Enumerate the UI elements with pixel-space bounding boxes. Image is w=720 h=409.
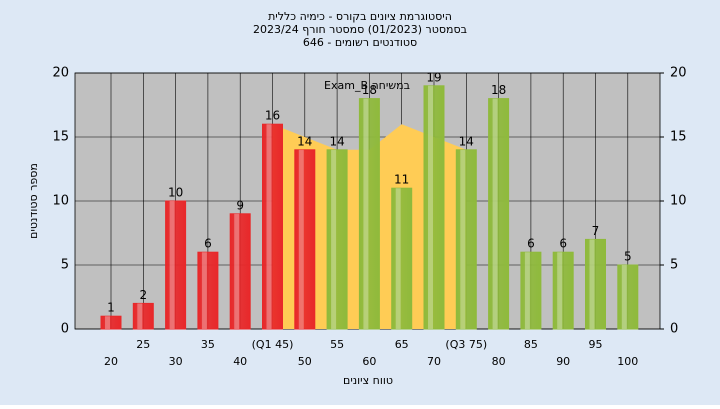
bar-highlight (492, 98, 498, 329)
y-tick-label: 0 (61, 322, 69, 337)
x-tick-label: 70 (427, 355, 441, 368)
value-label: 14 (329, 134, 344, 148)
x-tick-label: 95 (589, 338, 603, 351)
bar (326, 149, 348, 330)
chart-subtitle: בסמסטר (01/2023) סמסטר חורף 2023/24 (253, 23, 467, 36)
bar (294, 149, 316, 330)
x-tick-label: 40 (233, 355, 247, 368)
bar-highlight (460, 149, 466, 329)
chart-title: היסטוגרמת ציונים בקורס - כימיה כללית (268, 10, 452, 23)
y-tick-label: 15 (52, 130, 69, 145)
value-label: 14 (297, 134, 312, 148)
value-label: 16 (265, 109, 280, 123)
y-tick-label: 5 (61, 258, 69, 273)
bar-highlight (557, 252, 563, 329)
x-tick-label: 20 (104, 355, 118, 368)
value-label: 6 (527, 237, 535, 251)
bar-highlight (363, 98, 369, 329)
bar-highlight (331, 149, 337, 329)
x-tick-label: 80 (492, 355, 506, 368)
value-label: 6 (559, 237, 567, 251)
bar-highlight (589, 239, 595, 329)
y-tick-label: 20 (52, 66, 69, 81)
value-label: 7 (592, 224, 600, 238)
bar (197, 251, 219, 330)
value-label: 6 (204, 237, 212, 251)
value-label: 5 (624, 250, 632, 264)
bar (165, 200, 187, 330)
bar-highlight (428, 85, 433, 329)
y2-tick-label: 10 (670, 194, 687, 209)
value-label: 1 (107, 301, 115, 315)
value-label: 19 (426, 70, 441, 84)
bar (132, 302, 154, 330)
x-tick-label: 100 (617, 355, 638, 368)
bar-highlight (169, 201, 175, 329)
bar (358, 98, 380, 330)
value-label: 18 (491, 83, 506, 97)
x-tick-label: 55 (330, 338, 344, 351)
bar (585, 238, 606, 330)
bar-highlight (105, 316, 110, 329)
x-axis-label: טווח ציונים (343, 374, 393, 387)
bar-highlight (266, 124, 272, 329)
value-label: 9 (236, 198, 244, 212)
x-tick-label: (Q1 45) (252, 338, 294, 351)
bar (100, 315, 122, 330)
y2-tick-label: 0 (670, 322, 678, 337)
x-tick-label: 25 (136, 338, 150, 351)
x-tick-label: 60 (362, 355, 376, 368)
x-tick-label: 65 (395, 338, 409, 351)
bar (391, 187, 413, 330)
bar (488, 98, 510, 330)
bar-highlight (621, 265, 627, 329)
bar (423, 85, 445, 330)
bar (455, 149, 477, 330)
x-tick-label: 90 (556, 355, 570, 368)
bar (552, 251, 574, 330)
value-label: 2 (139, 288, 147, 302)
value-label: 10 (168, 186, 183, 200)
bar (520, 251, 542, 330)
x-tick-label: 30 (169, 355, 183, 368)
bar-highlight (524, 252, 530, 329)
bar-highlight (201, 252, 207, 329)
value-label: 14 (459, 134, 474, 148)
x-tick-label: 50 (298, 355, 312, 368)
value-label: 11 (394, 173, 409, 187)
area-label: Exam_B במשיחה (324, 79, 410, 92)
y-axis-label: מספר סטודנטים (27, 163, 40, 239)
bar-highlight (137, 303, 143, 329)
value-label: 18 (362, 83, 377, 97)
y-tick-label: 10 (52, 194, 69, 209)
bar (229, 213, 251, 330)
x-tick-label: 35 (201, 338, 215, 351)
bar-highlight (395, 188, 401, 329)
y2-tick-label: 20 (670, 66, 687, 81)
bar-highlight (234, 213, 240, 329)
bar (617, 264, 639, 330)
bar (262, 123, 283, 330)
x-tick-label: (Q3 75) (445, 338, 487, 351)
y2-tick-label: 5 (670, 258, 678, 273)
x-tick-label: 85 (524, 338, 538, 351)
bar-highlight (298, 149, 304, 329)
chart-subtitle: סטודנטים רשומים - 646 (303, 36, 417, 49)
y2-tick-label: 15 (670, 130, 687, 145)
